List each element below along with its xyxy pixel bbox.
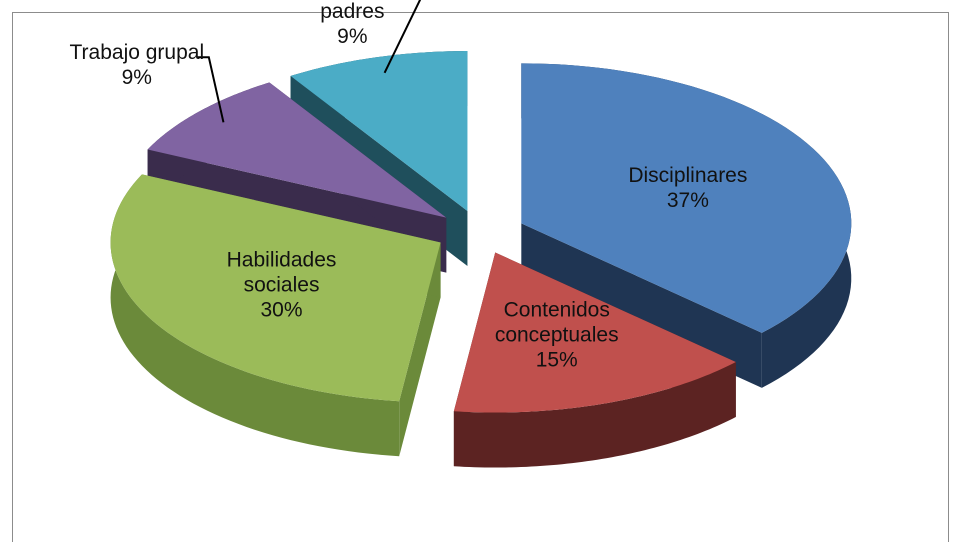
slice-top: [110, 174, 441, 402]
category-label: Contenidos conceptuales: [494, 298, 619, 347]
slice: [110, 174, 441, 457]
leader-line: [383, 0, 422, 74]
category-label: Habilidades sociales: [226, 248, 337, 297]
category-label: Disciplinares: [628, 164, 748, 188]
slice: [453, 252, 736, 468]
slice-inner-wall: [399, 242, 441, 457]
leader-line: [196, 56, 225, 123]
slice-top: [453, 252, 736, 413]
category-label: Trabajo grupal: [69, 41, 205, 65]
data-label: Contenidos conceptuales 15%: [472, 298, 642, 373]
data-label: Trabajo grupal 9%: [52, 40, 222, 90]
value-label: 9%: [337, 25, 368, 48]
slice-side: [453, 362, 736, 468]
slice-top: [290, 51, 468, 212]
value-label: 15%: [535, 348, 578, 372]
slice-top: [521, 63, 852, 333]
slice-side: [110, 174, 400, 457]
value-label: 37%: [666, 189, 709, 213]
chart-frame: [12, 12, 949, 542]
data-label: Disciplinares 37%: [603, 163, 773, 213]
value-label: 9%: [121, 66, 152, 90]
category-label: Interrelaciones docente-alumno-padres: [320, 0, 385, 23]
value-label: 30%: [260, 298, 303, 322]
data-label: Habilidades sociales 30%: [197, 247, 367, 322]
